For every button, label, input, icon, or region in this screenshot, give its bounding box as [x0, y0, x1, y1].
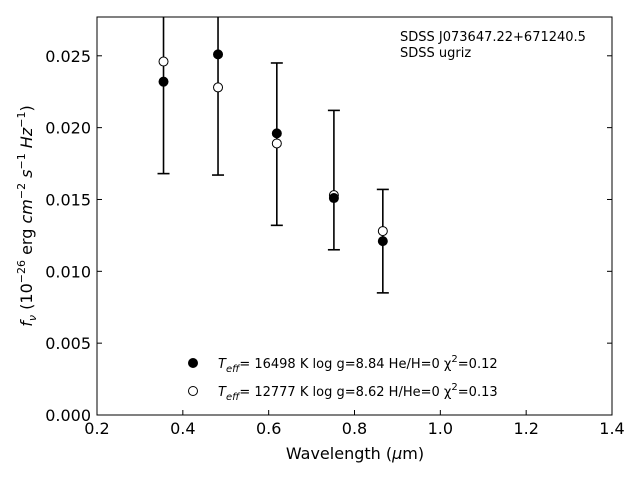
- annotation-line-1: SDSS J073647.22+671240.5: [400, 30, 586, 45]
- y-axis-label-hz: Hz: [17, 127, 36, 153]
- data-point-filled: [377, 236, 388, 247]
- data-point-filled: [213, 49, 224, 60]
- x-axis-label-part: m): [402, 444, 424, 463]
- y-axis-label-part: erg: [17, 224, 36, 260]
- y-tick-label: 0.010: [45, 262, 91, 281]
- legend-sup: 2: [451, 382, 457, 393]
- y-axis-label: fν (10−26 erg cm−2 s−1 Hz−1): [15, 105, 39, 326]
- y-axis-label-s: s: [17, 170, 36, 183]
- x-tick-label: 0.4: [170, 419, 195, 438]
- data-point-filled: [158, 76, 169, 87]
- legend-marker-filled: [188, 358, 198, 368]
- y-axis-label-cm: cm: [17, 199, 36, 223]
- legend-entry-2: Teff= 12777 K log g=8.62 H/He=0 χ2=0.13: [218, 382, 498, 403]
- data-point-filled: [328, 193, 339, 204]
- data-point-open: [213, 82, 224, 93]
- legend-eff: eff: [226, 392, 241, 403]
- data-point-filled: [271, 128, 282, 139]
- y-axis-label-exp: −26: [15, 260, 28, 283]
- legend-t: T: [218, 385, 227, 400]
- annotation-line-2: SDSS ugriz: [400, 46, 471, 61]
- legend-text-part: =0.13: [458, 385, 498, 400]
- legend-text-part: = 16498 K log g=8.84 He/H=0 χ: [239, 357, 452, 372]
- x-tick-label: 1.0: [428, 419, 453, 438]
- y-axis-label-f: f: [17, 319, 36, 327]
- x-axis-label-part: Wavelength (: [286, 444, 392, 463]
- ticks: 0.2 0.4 0.6 0.8 1.0 1.2 1.4 0.000 0.005 0.010 0.01…: [45, 47, 625, 438]
- data-point-open: [377, 226, 388, 237]
- y-tick-label: 0.020: [45, 119, 91, 138]
- legend-eff: eff: [226, 364, 241, 375]
- legend-marker-open: [188, 386, 198, 396]
- y-tick-label: 0.015: [45, 190, 91, 209]
- x-tick-label: 0.8: [342, 419, 367, 438]
- legend-text-part: =0.12: [458, 357, 498, 372]
- y-axis-label-exp: −1: [15, 153, 28, 169]
- legend: Teff= 16498 K log g=8.84 He/H=0 χ2=0.12 …: [188, 354, 498, 403]
- y-axis-label-nu: ν: [26, 315, 39, 321]
- data-points: [158, 49, 388, 247]
- plot-frame: [96, 16, 613, 416]
- y-axis-label-exp: −1: [15, 112, 28, 128]
- y-tick-label: 0.000: [45, 406, 91, 425]
- legend-t: T: [218, 357, 227, 372]
- y-tick-label: 0.025: [45, 47, 91, 66]
- plot-area: [97, 17, 612, 415]
- x-tick-label: 1.2: [513, 419, 538, 438]
- y-axis-label-part: (10: [17, 283, 36, 315]
- y-axis-label-part: ): [17, 105, 36, 111]
- legend-sup: 2: [451, 354, 457, 365]
- x-tick-label: 1.4: [599, 419, 624, 438]
- legend-text-part: = 12777 K log g=8.62 H/He=0 χ: [239, 385, 452, 400]
- data-point-open: [271, 138, 282, 149]
- x-axis-label: Wavelength (μm): [286, 444, 424, 463]
- x-tick-label: 0.6: [256, 419, 281, 438]
- legend-entry-1: Teff= 16498 K log g=8.84 He/H=0 χ2=0.12: [218, 354, 498, 375]
- data-point-open: [158, 56, 169, 67]
- x-tick-label: 0.2: [84, 419, 109, 438]
- y-tick-label: 0.005: [45, 334, 91, 353]
- y-axis-label-exp: −2: [15, 183, 28, 199]
- x-axis-label-mu: μ: [391, 444, 402, 463]
